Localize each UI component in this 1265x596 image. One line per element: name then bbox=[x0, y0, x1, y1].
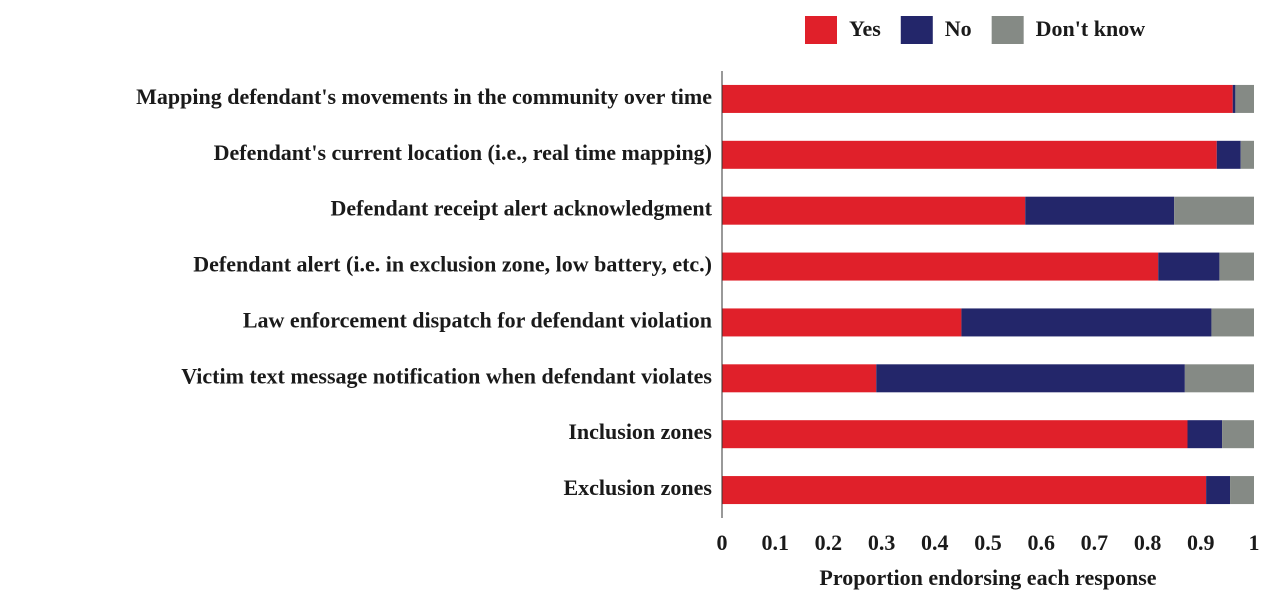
legend-swatch bbox=[991, 16, 1024, 44]
bar-segment bbox=[1174, 196, 1254, 225]
bar-segment bbox=[722, 420, 1188, 449]
bar-segment bbox=[1235, 84, 1254, 113]
bar-segment bbox=[722, 308, 962, 337]
x-tick-label: 0.8 bbox=[1134, 530, 1162, 555]
y-tick-label: Law enforcement dispatch for defendant v… bbox=[243, 307, 712, 332]
y-tick-label: Inclusion zones bbox=[568, 419, 712, 444]
x-tick-label: 1 bbox=[1249, 530, 1260, 555]
bar-segment bbox=[1158, 252, 1220, 281]
x-tick-label: 0 bbox=[717, 530, 728, 555]
bar-segment bbox=[722, 252, 1159, 281]
x-tick-label: 0.6 bbox=[1027, 530, 1055, 555]
bar-segment bbox=[722, 476, 1207, 505]
bar-segment bbox=[722, 140, 1217, 169]
legend-swatch bbox=[805, 16, 837, 44]
bar-segment bbox=[1211, 308, 1254, 337]
legend-swatch bbox=[900, 16, 933, 44]
x-axis-label: Proportion endorsing each response bbox=[819, 565, 1156, 590]
bar-segment bbox=[961, 308, 1212, 337]
bar-segment bbox=[722, 84, 1233, 113]
legend-label: Don't know bbox=[1036, 16, 1146, 41]
bar-segment bbox=[1206, 476, 1231, 505]
bar-segment bbox=[1184, 364, 1254, 393]
x-tick-label: 0.4 bbox=[921, 530, 949, 555]
y-tick-label: Victim text message notification when de… bbox=[181, 363, 712, 388]
bar-segment bbox=[1025, 196, 1175, 225]
y-tick-label: Defendant's current location (i.e., real… bbox=[214, 140, 712, 165]
y-tick-label: Defendant receipt alert acknowledgment bbox=[331, 196, 713, 221]
bar-segment bbox=[1219, 252, 1254, 281]
bar-segment bbox=[722, 364, 877, 393]
y-tick-label: Mapping defendant's movements in the com… bbox=[136, 84, 712, 109]
y-tick-label: Exclusion zones bbox=[563, 475, 712, 500]
x-tick-label: 0.3 bbox=[868, 530, 896, 555]
legend-label: No bbox=[945, 16, 972, 41]
y-tick-label: Defendant alert (i.e. in exclusion zone,… bbox=[193, 252, 712, 277]
bar-segment bbox=[876, 364, 1185, 393]
bar-segment bbox=[1230, 476, 1254, 505]
bar-segment bbox=[1216, 140, 1241, 169]
x-tick-label: 0.1 bbox=[761, 530, 789, 555]
bar-segment bbox=[722, 196, 1026, 225]
bar-segment bbox=[1232, 84, 1236, 113]
bar-segment bbox=[1222, 420, 1254, 449]
bar-segment bbox=[1187, 420, 1223, 449]
x-tick-label: 0.7 bbox=[1081, 530, 1109, 555]
bar-segment bbox=[1240, 140, 1254, 169]
legend-label: Yes bbox=[849, 16, 881, 41]
x-tick-label: 0.5 bbox=[974, 530, 1002, 555]
x-tick-label: 0.9 bbox=[1187, 530, 1215, 555]
x-tick-label: 0.2 bbox=[815, 530, 843, 555]
